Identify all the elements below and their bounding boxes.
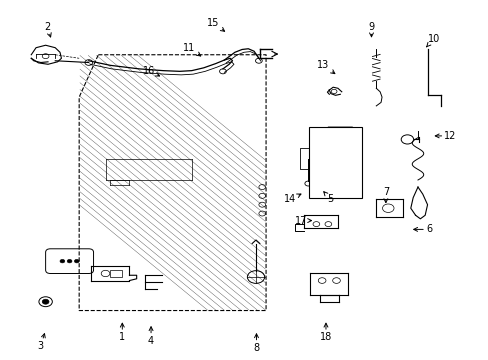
Text: 12: 12 [434,131,456,141]
Circle shape [60,259,65,263]
Circle shape [67,259,72,263]
Bar [308,127,361,198]
Text: 18: 18 [319,323,331,342]
Text: 17: 17 [294,216,311,226]
Text: 2: 2 [44,22,51,37]
Text: 8: 8 [253,334,259,352]
Text: 11: 11 [183,43,200,56]
Circle shape [42,299,49,304]
Text: 9: 9 [367,22,374,37]
FancyBboxPatch shape [45,249,93,274]
Text: 6: 6 [413,224,431,234]
Text: 1: 1 [119,323,125,342]
Text: 14: 14 [284,194,300,204]
Text: 10: 10 [426,34,439,47]
Text: 4: 4 [148,327,154,346]
Text: 3: 3 [38,334,45,351]
Text: 15: 15 [207,18,224,31]
Text: 16: 16 [142,66,159,76]
Circle shape [74,259,79,263]
Text: 7: 7 [382,187,388,203]
Bar [110,270,122,277]
Text: 13: 13 [317,60,334,74]
Text: 5: 5 [323,192,333,204]
